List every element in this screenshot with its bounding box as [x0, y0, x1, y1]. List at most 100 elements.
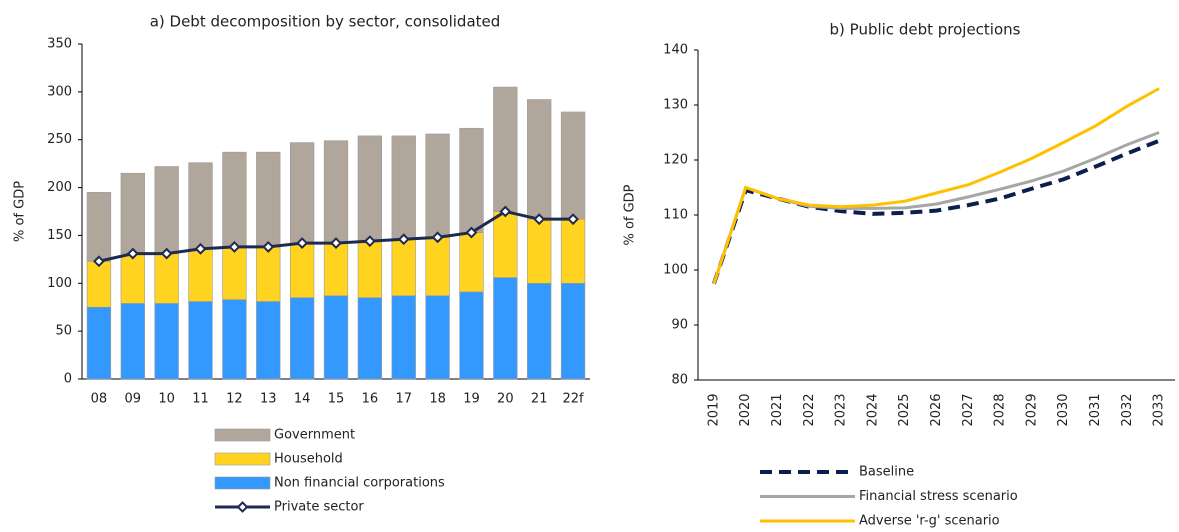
bar-segment: [256, 246, 281, 302]
bar-segment: [391, 135, 416, 240]
y-tick-label: 250: [47, 132, 72, 147]
y-tick-label: 0: [64, 372, 72, 387]
bar-segment: [560, 218, 586, 284]
y-tick-label: 350: [47, 37, 72, 52]
x-tick-label: 2021: [770, 393, 785, 426]
x-tick-label: 17: [395, 392, 412, 407]
bar-segment: [120, 172, 145, 254]
legend-label: Baseline: [859, 465, 914, 480]
legend-label: Non financial corporations: [274, 476, 445, 491]
bar-segment: [560, 282, 586, 380]
line-marker: [296, 237, 309, 250]
line-marker: [93, 255, 105, 268]
bar-segment: [493, 277, 518, 380]
y-tick-label: 200: [47, 180, 72, 195]
bar-segment: [459, 127, 484, 233]
bar-segment: [493, 86, 518, 212]
y-axis-label: % of GDP: [13, 181, 28, 242]
bar-segment: [256, 301, 281, 380]
legend-swatch: [214, 428, 271, 442]
x-tick-label: 2030: [1056, 393, 1071, 426]
bar-segment: [391, 238, 416, 297]
bar-segment: [154, 303, 179, 380]
bar-segment: [289, 242, 315, 298]
x-tick-label: 11: [192, 392, 209, 407]
line-marker: [397, 233, 410, 246]
legend-label: Household: [274, 452, 343, 467]
x-tick-label: 22f: [563, 392, 585, 407]
bar-segment: [86, 260, 112, 308]
bar-segment: [425, 295, 450, 380]
y-tick-label: 130: [663, 98, 688, 113]
bar-segment: [86, 192, 112, 262]
bar-segment: [323, 242, 349, 297]
line-marker: [431, 231, 444, 244]
bar-segment: [459, 291, 484, 380]
bar-segment: [154, 253, 179, 304]
chart-title: a) Debt decomposition by sector, consoli…: [150, 13, 501, 31]
legend-label: Financial stress scenario: [859, 489, 1018, 504]
bar-segment: [256, 151, 281, 248]
chart-title: b) Public debt projections: [830, 21, 1021, 39]
legend-label: Adverse 'r-g' scenario: [859, 514, 1000, 529]
x-tick-label: 15: [328, 392, 345, 407]
x-tick-label: 14: [294, 392, 311, 407]
line-marker: [228, 240, 241, 253]
bar-segment: [493, 211, 518, 278]
bar-segment: [425, 237, 450, 297]
x-tick-label: 20: [497, 392, 514, 407]
legend-marker: [236, 501, 249, 513]
x-tick-label: 10: [158, 392, 175, 407]
y-tick-label: 120: [663, 153, 688, 168]
x-tick-label: 2032: [1120, 393, 1135, 426]
bar-segment: [222, 299, 247, 380]
x-tick-label: 08: [91, 392, 108, 407]
x-tick-label: 2025: [897, 393, 912, 426]
y-axis-label: % of GDP: [623, 184, 638, 245]
series-line: [712, 87, 1160, 285]
bar-segment: [425, 133, 450, 238]
line-marker: [465, 226, 478, 239]
bar-segment: [527, 99, 552, 220]
y-tick-label: 150: [47, 228, 72, 243]
x-tick-label: 2027: [961, 393, 976, 426]
x-tick-label: 2031: [1088, 393, 1103, 426]
x-tick-label: 2033: [1152, 393, 1167, 426]
bar-segment: [188, 248, 213, 302]
y-tick-label: 100: [47, 276, 72, 291]
bar-segment: [357, 240, 383, 298]
line-marker: [499, 205, 512, 218]
bar-segment: [289, 297, 315, 380]
bar-segment: [560, 111, 586, 220]
line-marker: [160, 247, 173, 260]
x-tick-label: 2028: [993, 393, 1008, 426]
x-tick-label: 13: [260, 392, 277, 407]
x-tick-label: 12: [226, 392, 243, 407]
y-tick-label: 90: [671, 318, 688, 333]
x-tick-label: 2019: [706, 393, 721, 426]
bar-segment: [357, 297, 383, 380]
line-marker: [262, 240, 275, 253]
line-marker: [363, 235, 376, 248]
line-marker: [126, 247, 139, 260]
bar-segment: [289, 142, 315, 244]
y-tick-label: 80: [671, 373, 688, 388]
bar-segment: [154, 166, 179, 254]
bar-segment: [323, 295, 349, 380]
legend-label: Private sector: [274, 500, 364, 515]
bar-segment: [222, 246, 247, 300]
bar-segment: [323, 140, 349, 244]
x-tick-label: 19: [463, 392, 480, 407]
x-tick-label: 18: [429, 392, 446, 407]
line-marker: [533, 213, 546, 226]
bar-segment: [188, 301, 213, 380]
legend-swatch: [214, 476, 271, 490]
y-tick-label: 110: [663, 208, 688, 223]
legend-label: Government: [274, 428, 355, 443]
bar-segment: [120, 253, 145, 304]
series-line: [712, 131, 1160, 285]
bar-segment: [222, 151, 247, 248]
x-tick-label: 16: [362, 392, 379, 407]
bar-segment: [120, 303, 145, 380]
